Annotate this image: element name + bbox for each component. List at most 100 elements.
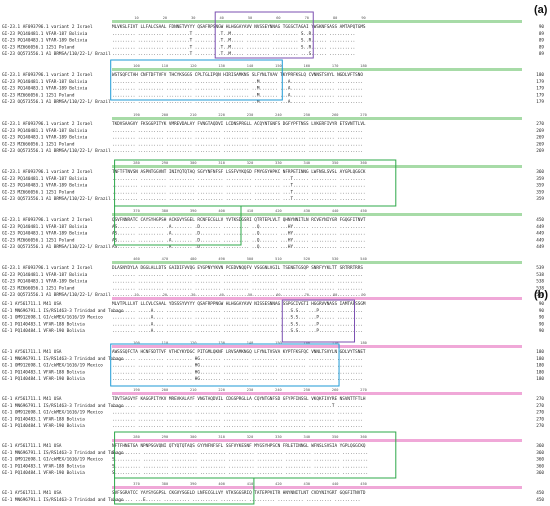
ruler-tick-label: 320 — [247, 161, 254, 165]
sequence-name: GI-23 OQ573556.1 A1 BRMSA/110/22-1/ Braz… — [2, 196, 111, 202]
panel-b-label: (b) — [534, 289, 548, 301]
sequence-row: MLVKSLFIVT LLFALCSAAL FDNNETVYYY QSAFRPS… — [112, 24, 366, 30]
ruler-tick-label: 230 — [247, 113, 254, 117]
position-ruler — [112, 213, 522, 216]
position-ruler — [112, 486, 522, 489]
hvr1-frame — [281, 299, 356, 343]
position-number: 538 — [536, 285, 544, 291]
sequence-name: GI-23 PQ140483.1 VFAR-189 Bolivia — [2, 86, 88, 92]
sequence-name: GI-1 OM912698.1 GI/ckMEX/1616/19 Mexico — [2, 315, 103, 321]
ruler-tick-label: 160 — [304, 341, 311, 345]
ruler-tick-label: 280 — [133, 161, 140, 165]
ruler-tick-label: 50 — [248, 16, 252, 20]
ruler-tick-label: 240 — [275, 113, 282, 117]
ruler-tick-label: 110 — [162, 64, 169, 68]
position-number: 360 — [536, 450, 544, 456]
sequence-row: ......... .......... .........T ........… — [112, 38, 355, 44]
sequence-name: GI-1 OM912698.1 GI/ckMEX/1616/19 Mexico — [2, 410, 103, 416]
ruler-tick-label: 390 — [190, 482, 197, 486]
sequence-row: ......... .......... .......... ........… — [112, 86, 363, 92]
position-number: 90 — [539, 321, 545, 327]
sequence-name: GI-1 MN696791.1 IS/RS1463-3 Trinidad and… — [2, 403, 124, 409]
position-number: 270 — [536, 396, 544, 402]
position-ruler — [112, 392, 522, 395]
sequence-row: ......... .......... .........T ........… — [112, 51, 355, 57]
ruler-tick-label: 30 — [191, 16, 195, 20]
position-number: 450 — [536, 217, 544, 223]
panel-a-alignment: (a) 10 20 30 40 50 60 70 80 90 GI-23.1 AF093796.1… — [2, 4, 548, 298]
position-number: 360 — [536, 470, 544, 476]
sequence-name: GI-23 PQ140483.1 VFAR-189 Bolivia — [2, 183, 88, 189]
sequence-row: ......... .......... .......... ........… — [112, 92, 363, 98]
sequence-name: GI-23 MZ666056.1 1251 Poland — [2, 44, 75, 50]
sequence-row: ......... .......... .......... ........… — [112, 286, 363, 291]
position-number: 180 — [536, 363, 544, 369]
position-number: 360 — [536, 443, 544, 449]
hvr3-frame — [114, 477, 255, 505]
position-ruler — [112, 439, 522, 442]
sequence-row: ......... .......... .......... ........… — [112, 293, 363, 298]
ruler-tick-label: 70 — [305, 16, 309, 20]
ruler-tick-label: 160 — [304, 64, 311, 68]
ruler-tick-label: 80 — [333, 293, 337, 297]
sequence-row: ......... .......... .......... ........… — [112, 142, 363, 147]
sequence-name: GI-1 PQ140483.1 VFAR-188 Bolivia — [2, 463, 85, 469]
sequence-name: GI-1 PQ140483.1 VFAR-188 Bolivia — [2, 369, 85, 375]
sequence-name: GI-23 MZ666056.1 1251 Poland — [2, 285, 75, 291]
sequence-name: GI-23 PQ140481.1 VFAR-187 Bolivia — [2, 176, 88, 182]
sequence-name: GI-23 PQ140483.1 VFAR-189 Bolivia — [2, 135, 88, 141]
position-number: 90 — [539, 301, 545, 307]
sequence-name: GI-23 OQ573556.1 A1 BRMSA/110/22-1/ Braz… — [2, 51, 111, 57]
ruler-tick-label: 310 — [218, 435, 225, 439]
sequence-name: GI-1 PQ140484.1 VFAR-190 Bolivia — [2, 328, 85, 334]
position-ruler — [112, 297, 522, 300]
ruler-tick-label: 400 — [218, 482, 225, 486]
ruler-tick-label: 140 — [247, 341, 254, 345]
ruler-tick-label: 400 — [218, 209, 225, 213]
ruler-tick-label: 140 — [247, 64, 254, 68]
ruler-tick-label: 220 — [218, 388, 225, 392]
ruler-tick-label: 380 — [162, 482, 169, 486]
ruler-tick-label: 20 — [163, 16, 167, 20]
sequence-name: GI-1 PQ140484.1 VFAR-190 Bolivia — [2, 376, 85, 382]
sequence-row: ......... .......... .......... ........… — [112, 136, 363, 141]
sequence-name: GI-23.1 AF093796.1 variant 2 Israel — [2, 217, 93, 223]
sequence-row: AS....... .......... .A........ .D......… — [112, 237, 366, 243]
sequence-name: GI-23.1 AF093796.1 variant 2 Israel — [2, 169, 93, 175]
sequence-row: ........ ...E...... .......... .........… — [112, 497, 360, 503]
ruler-tick-label: 450 — [360, 482, 367, 486]
ruler-tick-label: 270 — [360, 113, 367, 117]
position-number: 449 — [536, 231, 544, 237]
ruler-tick-label: 10 — [134, 293, 138, 297]
ruler-tick-label: 410 — [247, 209, 254, 213]
sequence-row: ......... .....A.... .......... ........… — [112, 328, 363, 334]
ruler-tick-label: 390 — [190, 209, 197, 213]
ruler-tick-label: 120 — [190, 64, 197, 68]
ruler-tick-label: 190 — [133, 388, 140, 392]
sequence-row: ......... .......... .......... ........… — [112, 424, 363, 429]
ruler-tick-label: 50 — [248, 293, 252, 297]
sequence-name: GI-23 MZ666056.1 1251 Poland — [2, 141, 75, 147]
ruler-tick-label: 500 — [247, 257, 254, 261]
sequence-name: GI-23 OQ573556.1 A1 BRMSA/110/22-1/ Braz… — [2, 244, 111, 250]
position-number: 450 — [536, 490, 544, 496]
ruler-tick-label: 460 — [133, 257, 140, 261]
position-number: 360 — [536, 169, 544, 175]
sequence-name: GI-1 PQ140484.1 VFAR-190 Bolivia — [2, 470, 85, 476]
sequence-name: GI-23.1 AF093796.1 variant 2 Israel — [2, 121, 93, 127]
sequence-row: S.......... .......... .......... ......… — [112, 463, 368, 469]
position-number: 359 — [536, 189, 544, 195]
position-number: 538 — [536, 279, 544, 285]
sequence-row: ......... .....A.... .......... ........… — [112, 315, 363, 321]
sequence-row: AS....... .......... .A........ .D......… — [112, 244, 366, 250]
ruler-tick-label: 260 — [332, 113, 339, 117]
ruler-tick-label: 360 — [360, 435, 367, 439]
sequence-row: ......... .......... .......... ........… — [112, 403, 363, 409]
ruler-tick-label: 420 — [275, 209, 282, 213]
ruler-tick-label: 10 — [134, 16, 138, 20]
sequence-row: S.......... .......... .......... ......… — [112, 470, 368, 476]
position-number: 89 — [539, 44, 545, 50]
position-number: 538 — [536, 272, 544, 278]
panel-a-label: (a) — [534, 4, 548, 16]
sequence-name: GI-23 PQ140483.1 VFAR-189 Bolivia — [2, 231, 88, 237]
